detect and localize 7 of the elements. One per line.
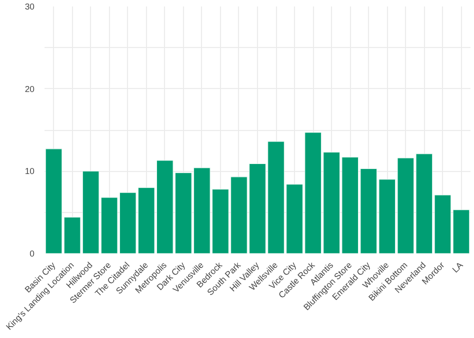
y-tick-label: 30 (24, 2, 35, 12)
bar (452, 210, 470, 254)
bar (45, 148, 62, 254)
y-tick-label: 0 (30, 248, 35, 258)
x-tick-label: LA (450, 260, 465, 275)
y-tick-label: 20 (24, 84, 35, 94)
y-tick-label: 10 (24, 166, 35, 176)
